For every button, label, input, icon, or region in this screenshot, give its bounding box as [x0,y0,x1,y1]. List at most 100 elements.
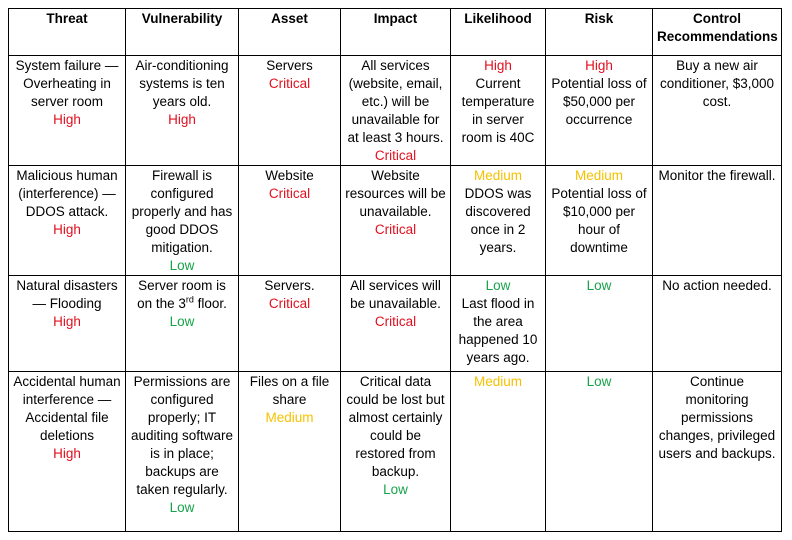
level-badge: Critical [374,314,417,329]
cell-threat: Natural disasters — Flooding High [8,275,126,372]
cell-text-main: System failure — Overheating in server r… [15,58,119,109]
cell-text-main: Last flood in the area happened 10 years… [458,296,538,365]
header-asset: Asset [238,8,341,56]
cell-text: Air-conditioning systems is ten years ol… [130,57,234,111]
level-badge: High [484,58,512,73]
header-row: Threat Vulnerability Asset Impact Likelihood… [8,8,782,56]
cell-text-main: Air-conditioning systems is ten years ol… [135,58,229,109]
level-badge: Low [586,374,612,389]
cell-impact: All services will be unavailable. Critica… [340,275,451,372]
cell-asset: Files on a file share Medium [238,371,341,532]
risk-assessment-table: Threat Vulnerability Asset Impact Likelihood… [8,8,782,532]
cell-impact: Critical data could be lost but almost c… [340,371,451,532]
cell-text: Website [243,167,336,185]
table-row: Accidental human interference — Accident… [8,371,782,532]
level-badge: High [168,112,196,127]
cell-text-main: Malicious human (interference) — DDOS at… [16,168,118,219]
cell-vulnerability: Air-conditioning systems is ten years ol… [125,55,239,166]
level-badge: Low [169,314,195,329]
cell-text-main: All services will be unavailable. [350,278,441,311]
level-badge: Critical [268,76,311,91]
level-badge: High [53,446,81,461]
cell-text: System failure — Overheating in server r… [13,57,121,111]
cell-text-main: Firewall is configured properly and has … [131,168,233,255]
cell-text-main: Potential loss of $10,000 per hour of do… [551,186,647,255]
cell-text-main: Website [265,168,314,183]
cell-text-main: Natural disasters — Flooding [16,278,118,311]
cell-text-main: Continue monitoring permissions changes,… [658,374,776,461]
level-badge: Low [169,500,195,515]
level-badge: Low [485,278,511,293]
cell-text: Accidental human interference — Accident… [13,373,121,445]
cell-text: Malicious human (interference) — DDOS at… [13,167,121,221]
cell-control-recommendations: No action needed. [652,275,782,372]
level-badge: High [53,112,81,127]
cell-text-main: Servers. [264,278,315,293]
cell-threat: Malicious human (interference) — DDOS at… [8,165,126,276]
header-impact: Impact [340,8,451,56]
level-badge: Medium [265,410,314,425]
cell-text: Server room is on the 3rd floor. [130,277,234,313]
cell-text: Natural disasters — Flooding [13,277,121,313]
cell-text-main: Files on a file share [249,374,330,407]
cell-text: Permissions are configured properly; IT … [130,373,234,499]
cell-text-main: Monitor the firewall. [658,168,776,183]
cell-text: Website resources will be unavailable. [345,167,446,221]
cell-likelihood: Medium DDOS was discovered once in 2 year… [450,165,546,276]
level-badge: Medium [473,374,522,389]
level-badge: Medium [574,168,623,183]
level-badge: Critical [268,296,311,311]
cell-text: Firewall is configured properly and has … [130,167,234,257]
header-likelihood: Likelihood [450,8,546,56]
superscript: rd [185,294,194,305]
level-badge: High [53,314,81,329]
cell-text: Continue monitoring permissions changes,… [657,373,777,463]
level-badge: Critical [374,148,417,163]
cell-text: All services (website, email, etc.) will… [345,57,446,147]
cell-text: Servers. [243,277,336,295]
cell-text: Buy a new air conditioner, $3,000 cost. [657,57,777,111]
cell-vulnerability: Permissions are configured properly; IT … [125,371,239,532]
header-vulnerability: Vulnerability [125,8,239,56]
cell-text: Potential loss of $10,000 per hour of do… [550,185,648,257]
table-row: Natural disasters — Flooding High Server r… [8,275,782,372]
cell-impact: All services (website, email, etc.) will… [340,55,451,166]
level-badge: Low [169,258,195,273]
table-row: Malicious human (interference) — DDOS at… [8,165,782,276]
cell-text-main: Servers [266,58,313,73]
cell-text: All services will be unavailable. [345,277,446,313]
cell-text: No action needed. [657,277,777,295]
cell-text-main: Critical data could be lost but almost c… [346,374,445,479]
cell-threat: Accidental human interference — Accident… [8,371,126,532]
level-badge: Low [586,278,612,293]
cell-text: Servers [243,57,336,75]
level-badge: High [585,58,613,73]
cell-likelihood: Medium [450,371,546,532]
cell-text-main: All services (website, email, etc.) will… [347,58,444,145]
header-control-recommendations: Control Recommendations [652,8,782,56]
cell-control-recommendations: Monitor the firewall. [652,165,782,276]
cell-asset: Website Critical [238,165,341,276]
cell-text: Critical data could be lost but almost c… [345,373,446,481]
cell-asset: Servers. Critical [238,275,341,372]
cell-vulnerability: Server room is on the 3rd floor. Low [125,275,239,372]
cell-text-main: Server room is on the 3 [137,278,226,311]
cell-text-main: Accidental human interference — Accident… [13,374,121,443]
cell-risk: High Potential loss of $50,000 per occurr… [545,55,653,166]
cell-threat: System failure — Overheating in server r… [8,55,126,166]
level-badge: High [53,222,81,237]
level-badge: Low [383,482,408,497]
cell-text-main: Website resources will be unavailable. [345,168,446,219]
cell-text: Potential loss of $50,000 per occurrence [550,75,648,129]
cell-text: Monitor the firewall. [657,167,777,185]
level-badge: Critical [374,222,417,237]
header-threat: Threat [8,8,126,56]
cell-text-main: Current temperature in server room is 40… [461,76,535,145]
cell-text: Files on a file share [243,373,336,409]
cell-text: DDOS was discovered once in 2 years. [455,185,541,257]
cell-text-after: floor. [193,296,227,311]
level-badge: Critical [268,186,311,201]
cell-risk: Medium Potential loss of $10,000 per hour… [545,165,653,276]
cell-control-recommendations: Buy a new air conditioner, $3,000 cost. [652,55,782,166]
cell-asset: Servers Critical [238,55,341,166]
